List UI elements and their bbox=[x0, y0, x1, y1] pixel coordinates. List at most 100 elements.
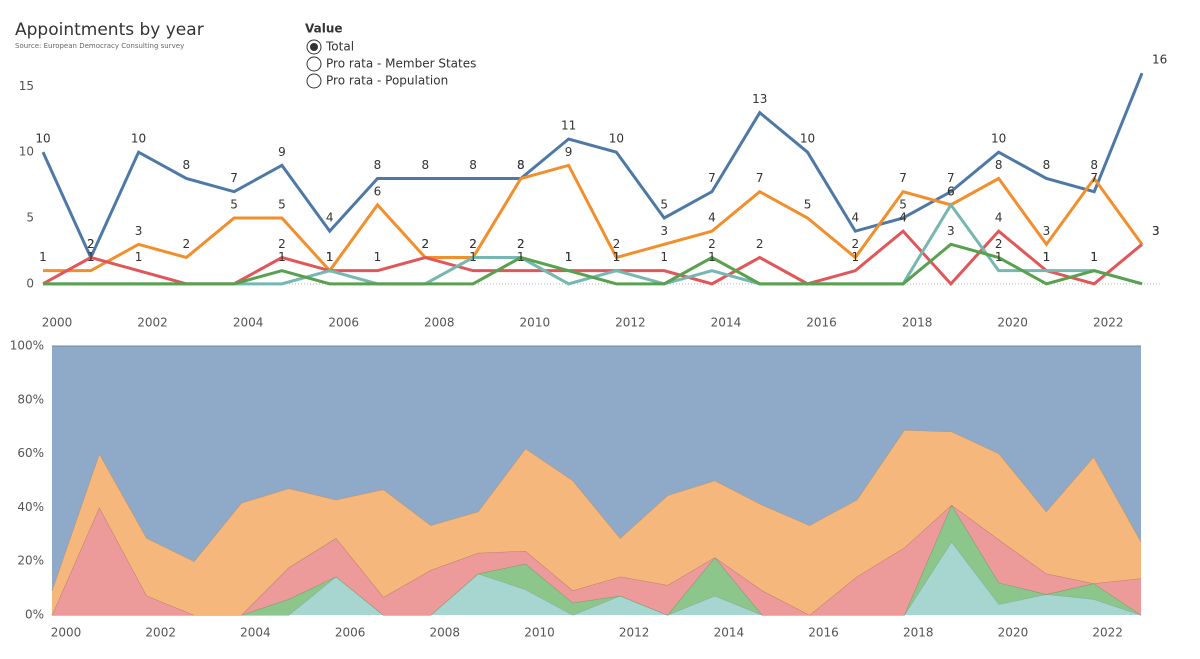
data-label: 3 bbox=[1043, 224, 1051, 238]
data-label: 8 bbox=[421, 158, 429, 172]
x-tick-label: 2006 bbox=[328, 316, 359, 330]
y-tick-label: 10 bbox=[19, 145, 34, 159]
radio-label[interactable]: Pro rata - Population bbox=[326, 74, 448, 88]
data-label: 7 bbox=[1090, 171, 1098, 185]
series-line bbox=[43, 163, 1144, 274]
data-label: 4 bbox=[899, 211, 907, 225]
data-label: 2 bbox=[517, 237, 525, 251]
x-tick-label: 2006 bbox=[335, 626, 366, 640]
x-tick-label: 2004 bbox=[240, 626, 271, 640]
y-tick-label: 100% bbox=[10, 339, 44, 353]
subtitle: Source: European Democracy Consulting su… bbox=[15, 42, 184, 50]
x-tick-label: 2012 bbox=[619, 626, 650, 640]
radio-option[interactable]: Pro rata - Member States bbox=[306, 56, 476, 72]
data-label: 1 bbox=[613, 250, 621, 264]
data-label: 6 bbox=[947, 184, 955, 198]
radio-label[interactable]: Total bbox=[325, 40, 354, 54]
data-label: 1 bbox=[278, 250, 286, 264]
x-tick-label: 2008 bbox=[430, 626, 461, 640]
data-label: 7 bbox=[947, 171, 955, 185]
data-label: 7 bbox=[230, 171, 238, 185]
data-label: 2 bbox=[995, 237, 1003, 251]
data-label: 2 bbox=[469, 237, 477, 251]
data-label: 1 bbox=[326, 250, 334, 264]
x-tick-label: 2014 bbox=[714, 626, 745, 640]
radio-option[interactable]: Pro rata - Population bbox=[306, 73, 448, 89]
data-label: 6 bbox=[374, 184, 382, 198]
y-tick-label: 15 bbox=[19, 79, 34, 93]
x-tick-label: 2004 bbox=[233, 316, 264, 330]
data-label: 7 bbox=[756, 171, 764, 185]
data-label: 8 bbox=[1090, 158, 1098, 172]
data-label: 3 bbox=[1152, 224, 1160, 238]
y-tick-label: 80% bbox=[17, 392, 44, 406]
data-label: 8 bbox=[1043, 158, 1051, 172]
data-label: 2 bbox=[183, 237, 191, 251]
data-label: 2 bbox=[87, 237, 95, 251]
data-label: 1 bbox=[517, 250, 525, 264]
series-line bbox=[43, 242, 1143, 286]
data-label: 8 bbox=[469, 158, 477, 172]
x-tick-label: 2010 bbox=[520, 316, 551, 330]
x-tick-label: 2018 bbox=[902, 316, 933, 330]
x-tick-label: 2020 bbox=[997, 316, 1028, 330]
x-tick-label: 2014 bbox=[711, 316, 742, 330]
data-label: 1 bbox=[326, 250, 334, 264]
x-tick-label: 2008 bbox=[424, 316, 455, 330]
y-tick-label: 5 bbox=[26, 211, 34, 225]
data-label: 3 bbox=[135, 224, 143, 238]
series-line bbox=[41, 72, 1144, 262]
x-tick-label: 2016 bbox=[806, 316, 837, 330]
data-label: 16 bbox=[1152, 53, 1167, 67]
data-label: 1 bbox=[1090, 250, 1098, 264]
x-tick-label: 2020 bbox=[998, 626, 1029, 640]
data-label: 1 bbox=[851, 250, 859, 264]
data-label: 5 bbox=[660, 198, 668, 212]
x-tick-label: 2002 bbox=[137, 316, 168, 330]
x-tick-label: 2000 bbox=[51, 626, 82, 640]
radio[interactable] bbox=[306, 56, 322, 72]
data-label: 1 bbox=[708, 250, 716, 264]
x-tick-label: 2022 bbox=[1093, 316, 1124, 330]
data-label: 2 bbox=[469, 237, 477, 251]
data-label: 8 bbox=[517, 158, 525, 172]
data-label: 2 bbox=[517, 237, 525, 251]
data-label: 8 bbox=[995, 158, 1003, 172]
data-label: 1 bbox=[469, 250, 477, 264]
data-label: 2 bbox=[613, 237, 621, 251]
data-label: 10 bbox=[609, 132, 624, 146]
data-label: 1 bbox=[39, 250, 47, 264]
data-label: 3 bbox=[947, 224, 955, 238]
data-label: 11 bbox=[561, 119, 576, 133]
title: Appointments by year bbox=[15, 20, 204, 40]
data-label: 8 bbox=[183, 158, 191, 172]
data-label: 1 bbox=[613, 250, 621, 264]
data-label: 5 bbox=[278, 198, 286, 212]
x-tick-label: 2012 bbox=[615, 316, 646, 330]
data-label: 2 bbox=[708, 237, 716, 251]
y-tick-label: 0 bbox=[26, 276, 34, 290]
data-label: 2 bbox=[278, 237, 286, 251]
data-label: 4 bbox=[708, 211, 716, 225]
data-label: 10 bbox=[35, 132, 50, 146]
data-label: 13 bbox=[752, 92, 767, 106]
data-label: 1 bbox=[326, 250, 334, 264]
data-label: 5 bbox=[804, 198, 812, 212]
data-label: 2 bbox=[421, 237, 429, 251]
control-title: Value bbox=[305, 22, 343, 36]
y-tick-label: 40% bbox=[17, 500, 44, 514]
radio-option[interactable]: Total bbox=[306, 39, 354, 55]
radio-dot bbox=[310, 43, 318, 51]
radio-label[interactable]: Pro rata - Member States bbox=[326, 57, 476, 71]
data-label: 2 bbox=[756, 237, 764, 251]
data-label: 1 bbox=[565, 250, 573, 264]
data-label: 4 bbox=[851, 211, 859, 225]
data-label: 1 bbox=[135, 250, 143, 264]
data-label: 8 bbox=[374, 158, 382, 172]
radio[interactable] bbox=[306, 73, 322, 89]
data-label: 3 bbox=[1152, 224, 1160, 238]
data-label: 1 bbox=[1090, 250, 1098, 264]
data-label: 1 bbox=[374, 250, 382, 264]
